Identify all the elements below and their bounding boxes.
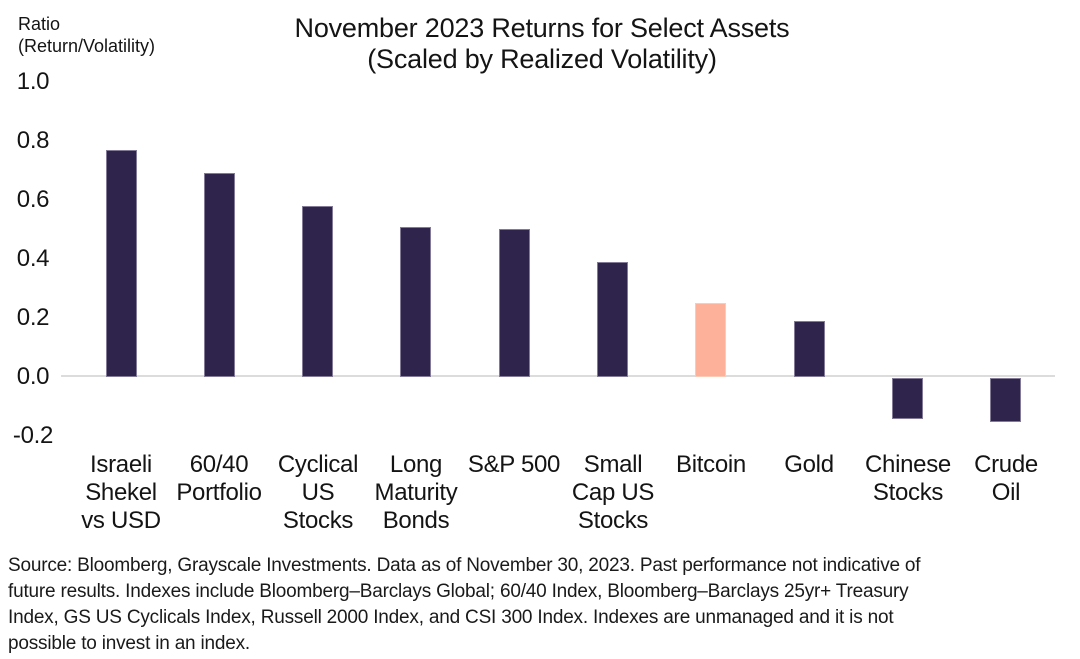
y-tick-label: 0.6 xyxy=(16,186,50,213)
y-tick-label: -0.2 xyxy=(12,422,54,449)
x-category-label: Gold xyxy=(784,451,834,478)
bar-israeli-shekel-vs-usd xyxy=(106,150,137,377)
bar-60-40-portfolio xyxy=(204,173,235,377)
x-category-label: Long Maturity Bonds xyxy=(374,451,458,534)
x-category-label: Bitcoin xyxy=(676,451,746,478)
bar-s-p-500 xyxy=(499,229,530,377)
bar-small-cap-us-stocks xyxy=(597,262,628,377)
bar-cyclical-us-stocks xyxy=(302,206,333,377)
source-note-line2: future results. Indexes include Bloomber… xyxy=(8,581,909,602)
x-category-label: Chinese Stocks xyxy=(865,451,951,506)
x-category-label: Small Cap US Stocks xyxy=(571,451,655,534)
source-note-line4: possible to invest in an index. xyxy=(8,633,251,654)
bar-gold xyxy=(794,321,825,377)
x-category-label: Israeli Shekel vs USD xyxy=(81,451,161,534)
chart-title: November 2023 Returns for Select Assets … xyxy=(140,13,944,75)
x-category-label: Cyclical US Stocks xyxy=(277,451,359,534)
x-axis-zero-line xyxy=(61,375,1055,377)
y-tick-label: 0.8 xyxy=(16,127,50,154)
y-tick-label: 0.2 xyxy=(16,304,50,331)
y-axis-title-line2: (Return/Volatility) xyxy=(18,36,156,56)
x-category-label: Crude Oil xyxy=(974,451,1038,506)
x-category-label: S&P 500 xyxy=(467,451,561,478)
bar-bitcoin xyxy=(695,303,726,377)
y-tick-label: 0.4 xyxy=(16,245,50,272)
y-axis-title: Ratio (Return/Volatility) xyxy=(18,13,155,57)
source-note: Source: Bloomberg, Grayscale Investments… xyxy=(8,553,1078,657)
chart-title-line1: November 2023 Returns for Select Assets xyxy=(294,13,790,43)
bar-chinese-stocks xyxy=(892,378,923,419)
bar-crude-oil xyxy=(990,378,1021,422)
source-note-line1: Source: Bloomberg, Grayscale Investments… xyxy=(8,555,921,576)
y-axis-title-line1: Ratio xyxy=(18,14,61,34)
x-category-label: 60/40 Portfolio xyxy=(176,451,262,506)
y-tick-label: 0.0 xyxy=(16,363,50,390)
y-tick-label: 1.0 xyxy=(16,68,50,95)
source-note-line3: Index, GS US Cyclicals Index, Russell 20… xyxy=(8,607,894,628)
chart-title-line2: (Scaled by Realized Volatility) xyxy=(367,44,717,74)
bar-long-maturity-bonds xyxy=(400,227,431,377)
